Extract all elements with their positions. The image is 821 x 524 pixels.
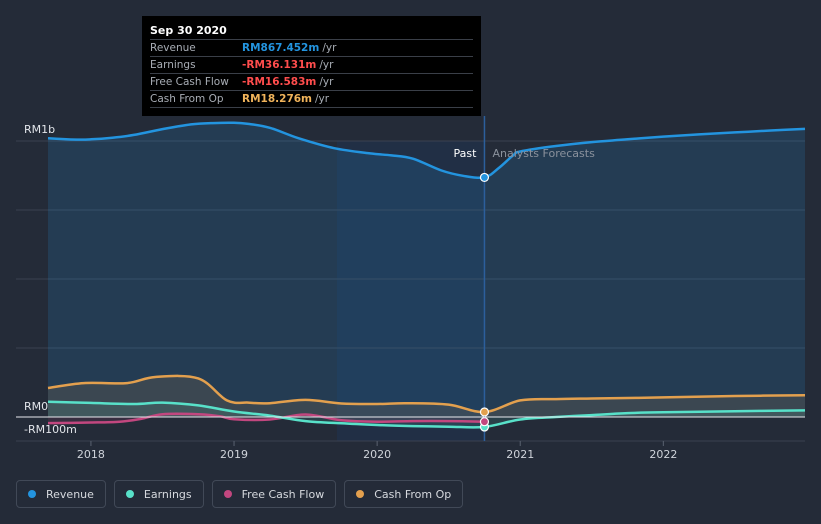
y-label-bottom: -RM100m [24, 423, 77, 436]
x-tick-label: 2022 [649, 448, 677, 461]
tooltip-value: -RM36.131m [242, 59, 317, 71]
y-label-top: RM1b [24, 123, 55, 136]
forecast-label: Analysts Forecasts [492, 147, 595, 160]
tooltip-date: Sep 30 2020 [150, 24, 227, 37]
legend-label: Free Cash Flow [241, 487, 325, 501]
legend-dot-icon [223, 490, 232, 498]
area-revenue [48, 122, 805, 418]
legend-dot-icon [125, 490, 134, 498]
tooltip-row-cash-from-op: Cash From Op RM18.276m /yr [150, 90, 473, 108]
line-free-cash-flow [47, 412, 485, 425]
tooltip-label: Cash From Op [150, 93, 224, 105]
marker-free-cash-flow [479, 417, 490, 427]
legend-item-earnings[interactable]: Earnings [113, 480, 204, 508]
marker-revenue [479, 172, 490, 183]
tooltip-value: -RM16.583m [242, 76, 317, 88]
legend-item-revenue[interactable]: Revenue [16, 480, 106, 508]
line-revenue [47, 121, 806, 180]
past-highlight-band [337, 141, 485, 441]
tooltip-row-free-cash-flow: Free Cash Flow -RM16.583m /yr [150, 73, 473, 90]
x-tick-label: 2019 [220, 448, 248, 461]
tooltip-row-earnings: Earnings -RM36.131m /yr [150, 56, 473, 73]
legend-item-cash-from-op[interactable]: Cash From Op [344, 480, 464, 508]
tooltip: Sep 30 2020 Revenue RM867.452m /yr Earni… [142, 16, 481, 116]
past-label: Past [454, 147, 478, 160]
tooltip-label: Earnings [150, 59, 196, 71]
line-cash-from-op [47, 374, 806, 414]
tooltip-label: Free Cash Flow [150, 76, 229, 88]
marker-cash-from-op [479, 407, 490, 417]
y-label-zero: RM0 [24, 400, 48, 413]
tooltip-value: RM18.276m [242, 93, 312, 105]
legend-label: Revenue [46, 487, 94, 501]
legend-label: Cash From Op [374, 487, 452, 501]
x-tick-label: 2018 [77, 448, 105, 461]
tooltip-unit: /yr [322, 42, 337, 54]
legend-dot-icon [28, 490, 36, 498]
tooltip-unit: /yr [319, 76, 334, 88]
legend: Revenue Earnings Free Cash Flow Cash Fro… [16, 480, 464, 508]
x-tick-label: 2021 [506, 448, 534, 461]
tooltip-value: RM867.452m [242, 42, 320, 54]
area-cash-from-op [48, 375, 805, 417]
line-earnings [47, 400, 806, 429]
tooltip-unit: /yr [319, 59, 334, 71]
legend-item-free-cash-flow[interactable]: Free Cash Flow [211, 480, 337, 508]
tooltip-row-revenue: Revenue RM867.452m /yr [150, 39, 473, 56]
tooltip-unit: /yr [315, 93, 330, 105]
x-tick-label: 2020 [363, 448, 391, 461]
tooltip-label: Revenue [150, 42, 196, 54]
legend-label: Earnings [143, 487, 192, 501]
legend-dot-icon [356, 490, 365, 498]
